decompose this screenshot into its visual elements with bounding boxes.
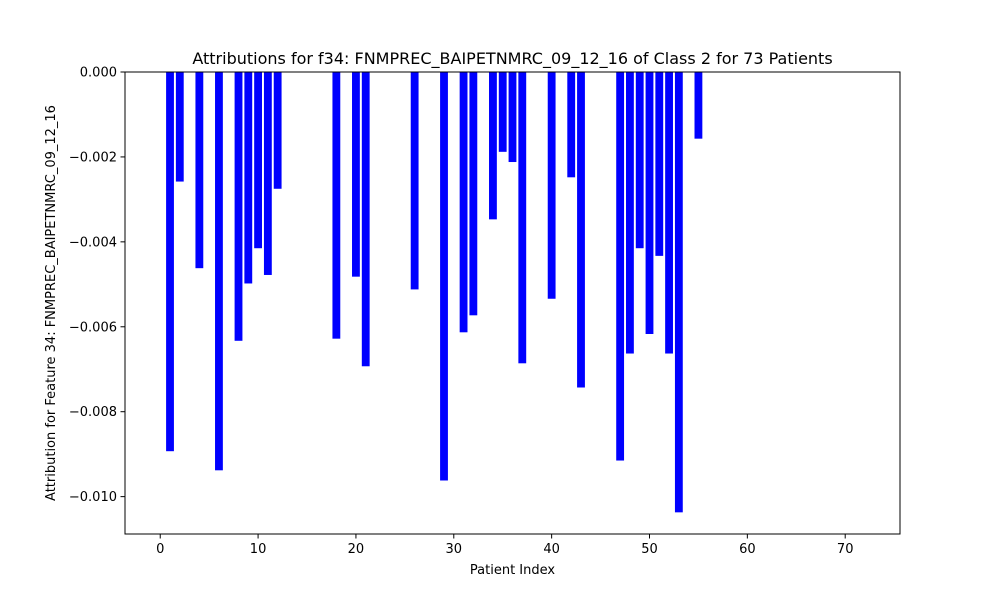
bar-patient-53 <box>674 72 683 513</box>
bar-patient-21 <box>361 72 370 367</box>
x-tick-label: 60 <box>739 542 756 557</box>
x-tick-label: 50 <box>641 542 658 557</box>
bars-group <box>166 72 703 513</box>
bar-patient-12 <box>273 72 282 189</box>
bar-patient-20 <box>352 72 360 277</box>
chart-title: Attributions for f34: FNMPREC_BAIPETNMRC… <box>192 49 832 69</box>
y-tick-label: 0.000 <box>80 66 117 81</box>
y-tick-label: −0.010 <box>69 490 117 505</box>
bar-patient-34 <box>489 72 497 220</box>
y-tick-label: −0.008 <box>69 405 117 420</box>
bar-patient-32 <box>469 72 478 316</box>
bar-patient-37 <box>518 72 527 364</box>
bar-patient-11 <box>263 72 272 275</box>
plot-frame <box>124 71 901 535</box>
x-axis-label: Patient Index <box>470 563 555 578</box>
bar-patient-2 <box>175 72 184 182</box>
bar-patient-49 <box>635 72 644 249</box>
bar-patient-10 <box>254 72 262 249</box>
bar-patient-55 <box>694 72 703 139</box>
bar-patient-26 <box>410 72 419 290</box>
bar-patient-29 <box>440 72 448 481</box>
bar-patient-42 <box>567 72 576 178</box>
bar-patient-40 <box>547 72 556 299</box>
x-axis-ticks: 0 10 20 30 40 50 60 70 <box>156 534 853 557</box>
bar-patient-36 <box>508 72 517 163</box>
bar-patient-18 <box>332 72 341 339</box>
bar-patient-9 <box>244 72 253 284</box>
bar-patient-47 <box>616 72 625 461</box>
bar-patient-50 <box>645 72 654 334</box>
y-tick-label: −0.006 <box>69 320 117 335</box>
x-tick-label: 30 <box>446 542 463 557</box>
x-tick-label: 40 <box>543 542 560 557</box>
y-tick-label: −0.002 <box>69 150 117 165</box>
x-tick-label: 70 <box>837 542 854 557</box>
bar-patient-35 <box>498 72 507 152</box>
x-tick-label: 0 <box>156 542 164 557</box>
y-axis-label: Attribution for Feature 34: FNMPREC_BAIP… <box>44 105 59 501</box>
bar-patient-48 <box>626 72 634 354</box>
bar-patient-31 <box>459 72 468 333</box>
bar-patient-8 <box>234 72 243 341</box>
bar-patient-6 <box>215 72 223 471</box>
bar-patient-1 <box>166 72 174 452</box>
x-tick-label: 10 <box>250 542 267 557</box>
y-tick-label: −0.004 <box>69 235 117 250</box>
y-axis-ticks: 0.000 −0.002 −0.004 −0.006 −0.008 −0.010 <box>69 66 125 505</box>
bar-patient-51 <box>655 72 664 256</box>
bar-patient-52 <box>665 72 673 354</box>
x-tick-label: 20 <box>348 542 365 557</box>
bar-patient-43 <box>577 72 585 388</box>
bar-patient-4 <box>195 72 204 269</box>
